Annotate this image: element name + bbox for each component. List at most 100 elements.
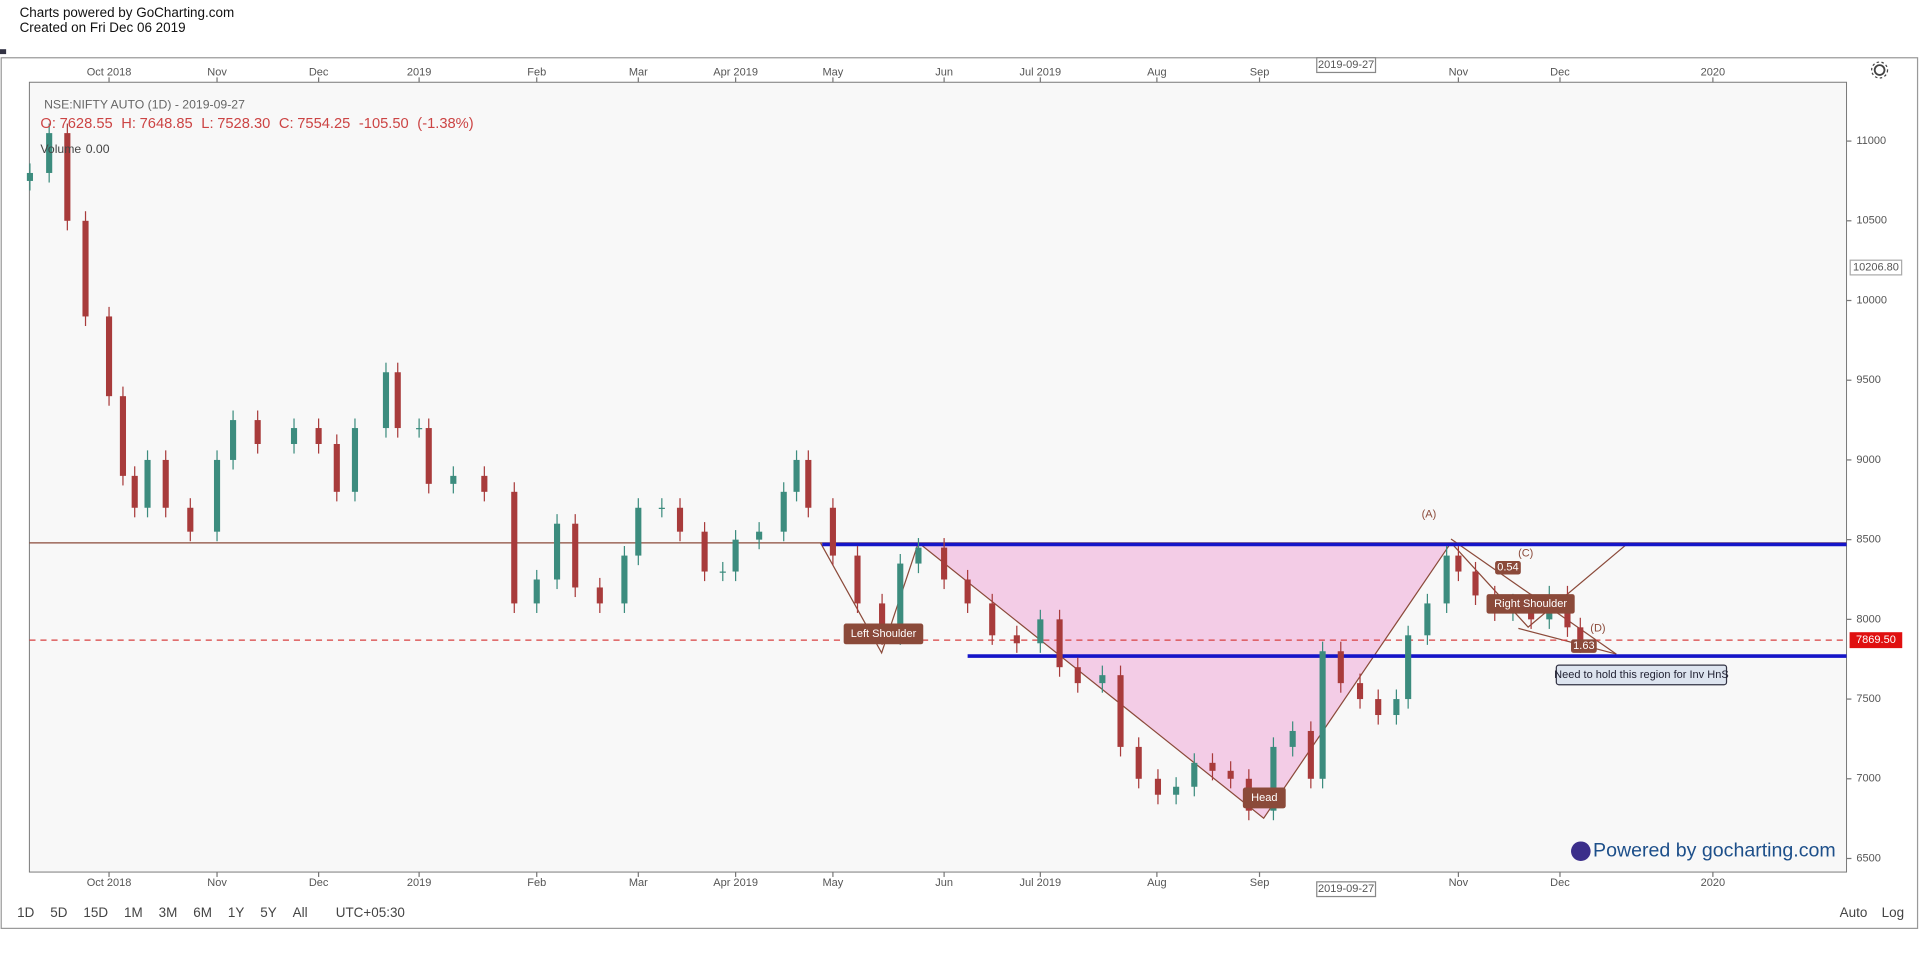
candle-body — [964, 579, 971, 604]
crosshair-label: 2019-09-27 — [1318, 59, 1374, 71]
timezone[interactable]: UTC+05:30 — [336, 905, 405, 920]
ohlc-value: 7628.55 — [60, 116, 113, 132]
volume-label: Volume — [40, 142, 81, 156]
x-tick-label: Mar — [629, 877, 648, 889]
candle-body — [187, 507, 194, 532]
x-tick-label: Nov — [207, 66, 227, 78]
candle-body — [481, 475, 488, 492]
candle-body — [511, 491, 518, 604]
ohlc-value: (-1.38%) — [417, 116, 473, 132]
annotation-label: 1.63 — [1573, 640, 1594, 652]
candle-body — [1393, 699, 1400, 716]
annotation-label: (A) — [1422, 508, 1437, 520]
candle-body — [732, 539, 739, 572]
candle-body — [719, 571, 726, 573]
candle-body — [780, 491, 787, 532]
x-tick-label: May — [823, 877, 844, 889]
candle-body — [26, 172, 33, 181]
candle-body — [897, 563, 904, 636]
candle-body — [1227, 770, 1234, 779]
range-button[interactable]: All — [293, 905, 308, 920]
annotation-box — [1486, 594, 1575, 614]
y-tick-label: 11000 — [1856, 135, 1886, 147]
y-tick-label: 9500 — [1856, 374, 1881, 386]
auto-button[interactable]: Auto — [1840, 905, 1868, 920]
candle-body — [805, 459, 812, 508]
plot-area — [28, 81, 1848, 873]
x-tick-label: Oct 2018 — [87, 66, 132, 78]
crosshair-box — [1316, 57, 1377, 74]
candle-body — [162, 459, 169, 508]
candle-body — [1173, 786, 1180, 795]
candle-body — [989, 603, 996, 636]
candle-body — [1270, 746, 1277, 811]
candle-body — [553, 523, 561, 580]
candle-body — [621, 555, 628, 604]
x-tick-label: Aug — [1147, 877, 1167, 889]
candle-body — [1424, 603, 1431, 636]
range-button[interactable]: 1M — [124, 905, 143, 920]
candle-body — [64, 133, 71, 221]
candle-body — [658, 507, 665, 509]
range-button[interactable]: 5Y — [260, 905, 276, 920]
candle-body — [1013, 635, 1020, 644]
candle-body — [1037, 619, 1044, 644]
annotation-box — [1495, 561, 1521, 575]
y-tick-label: 8500 — [1856, 534, 1881, 546]
pattern-line — [917, 542, 1452, 820]
pattern-line — [1518, 627, 1617, 655]
candle-body — [1307, 730, 1314, 779]
candle-body — [1074, 667, 1081, 684]
pattern-line — [819, 542, 919, 655]
x-tick-label: Nov — [1449, 66, 1469, 78]
x-tick-label: Jun — [935, 66, 953, 78]
x-tick-label: Mar — [629, 66, 648, 78]
log-button[interactable]: Log — [1882, 905, 1904, 920]
range-button[interactable]: 1Y — [228, 905, 244, 920]
annotation-box — [843, 623, 924, 645]
candle-body — [829, 507, 836, 556]
annotation-label: Left Shoulder — [851, 628, 917, 640]
range-button[interactable]: 3M — [159, 905, 178, 920]
candle-body — [854, 555, 861, 604]
candle-body — [756, 531, 763, 540]
x-tick-label: Jul 2019 — [1020, 877, 1062, 889]
pattern-line — [1450, 542, 1629, 629]
candle-body — [1135, 746, 1142, 779]
annotation-label: (D) — [1590, 622, 1605, 634]
x-tick-label: 2020 — [1701, 877, 1726, 889]
candle-body — [131, 475, 138, 508]
candle-body — [572, 523, 579, 588]
x-tick-label: Aug — [1147, 66, 1167, 78]
y-tick-label: 9000 — [1856, 454, 1881, 466]
x-tick-label: Apr 2019 — [713, 66, 758, 78]
candle-body — [1443, 555, 1450, 604]
ohlc-value: 7554.25 — [297, 116, 350, 132]
annotation-label: Head — [1251, 792, 1277, 804]
candle-body — [351, 428, 359, 492]
candle-body — [425, 428, 432, 484]
candle-body — [213, 459, 221, 532]
range-button[interactable]: 1D — [17, 905, 34, 920]
range-button[interactable]: 5D — [50, 905, 67, 920]
candle-body — [119, 396, 127, 476]
watermark: Powered by gocharting.com — [1593, 839, 1836, 861]
annotation-box — [1242, 787, 1286, 809]
x-tick-label: May — [823, 66, 844, 78]
x-tick-label: Dec — [309, 66, 329, 78]
y-tick-label: 7000 — [1856, 773, 1881, 785]
range-button[interactable]: 6M — [193, 905, 212, 920]
candle-body — [382, 372, 390, 429]
x-tick-label: Dec — [309, 877, 329, 889]
range-button[interactable]: 15D — [83, 905, 108, 920]
y-tick-label: 10000 — [1856, 294, 1887, 306]
candle-body — [533, 579, 540, 604]
x-tick-label: Jul 2019 — [1020, 66, 1062, 78]
y-tick-label: 7500 — [1856, 693, 1881, 705]
x-tick-label: Apr 2019 — [713, 877, 758, 889]
settings-icon[interactable] — [1871, 61, 1889, 79]
candle-body — [105, 316, 113, 397]
candle-body — [290, 428, 298, 444]
y-tick-label: 6500 — [1856, 852, 1881, 864]
